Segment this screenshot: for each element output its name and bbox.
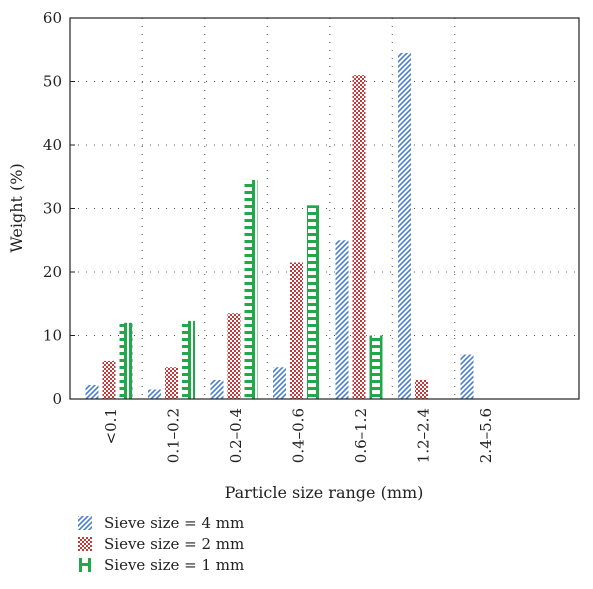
bar [148,389,161,399]
legend-swatch-checker-icon [78,536,92,551]
x-tick-label: 0.2–0.4 [227,408,245,463]
bar [85,385,99,399]
x-tick-label: 2.4–5.6 [477,408,495,463]
y-tick-label: 20 [43,263,62,281]
bar [335,240,349,399]
legend-label: Sieve size = 2 mm [104,534,245,553]
legend-swatch-diagonal-icon [78,515,92,530]
bar [244,179,258,399]
bar [398,52,411,400]
x-tick-label: 0.4–0.6 [290,408,308,463]
x-tick-label: 1.2–2.4 [415,408,433,463]
y-axis-label: Weight (%) [7,163,26,252]
legend: Sieve size = 4 mm Sieve size = 2 mm Siev… [78,512,244,575]
bar [307,205,320,399]
legend-label: Sieve size = 1 mm [104,555,245,574]
bar [182,320,195,399]
y-tick-label: 40 [43,136,62,154]
legend-label: Sieve size = 4 mm [104,513,245,532]
bar [227,313,241,399]
x-tick-label: <0.1 [102,408,120,444]
x-tick-label: 0.1–0.2 [165,408,183,463]
legend-swatch-ladder-icon [79,557,91,572]
x-axis-label: Particle size range (mm) [225,483,424,502]
bar [210,379,224,399]
grid [70,18,579,399]
bar [290,262,303,399]
y-tick-label: 0 [52,390,62,408]
y-tick-label: 50 [43,73,62,91]
bars [85,52,474,400]
bar [460,354,474,399]
bar [415,379,428,399]
legend-item-4mm: Sieve size = 4 mm [78,512,244,533]
bar [352,75,366,400]
bar [273,367,286,399]
x-tick-label: 0.6–1.2 [352,408,370,463]
bar [119,322,133,399]
bar [369,335,383,399]
axis-ticks: 0 10 20 30 40 50 60 <0.1 0.1–0.2 0.2–0.4 0.4–0.6 0.… [43,9,495,463]
bar [165,367,178,399]
y-tick-label: 10 [43,327,62,345]
y-tick-label: 30 [43,200,62,218]
legend-item-1mm: Sieve size = 1 mm [78,554,244,575]
bar [102,360,116,399]
legend-item-2mm: Sieve size = 2 mm [78,533,244,554]
y-tick-label: 60 [43,9,62,27]
